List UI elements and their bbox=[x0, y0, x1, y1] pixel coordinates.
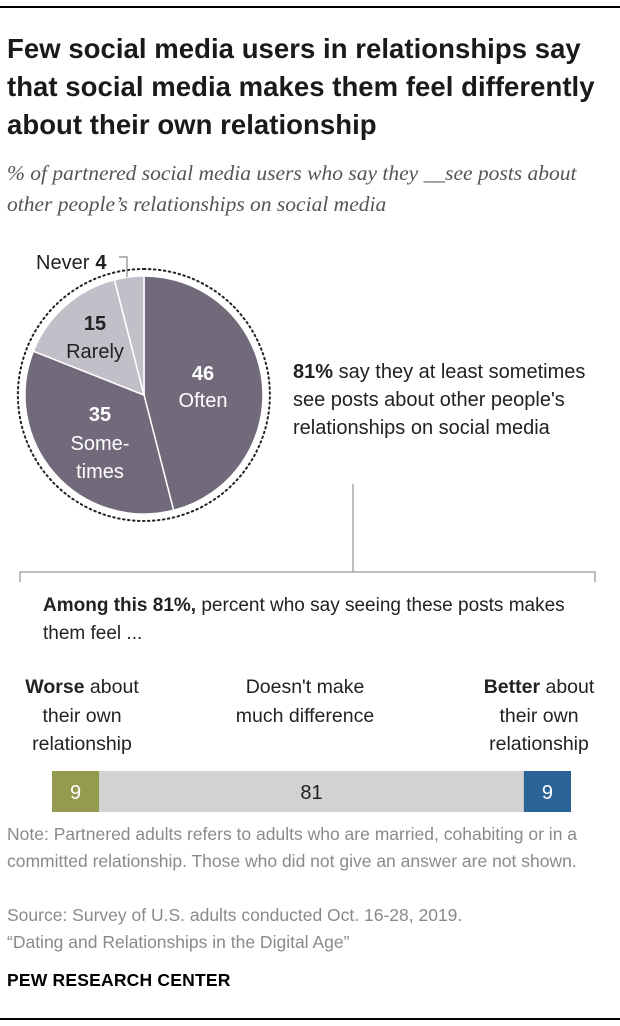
chart-svg: 46 Often 35 Some- times 15 Rarely Never 4… bbox=[16, 252, 596, 812]
slice-label-never: Never 4 bbox=[36, 252, 107, 274]
bar-label-nodiff: 81 bbox=[300, 782, 322, 804]
slice-label-sometimes-line2: times bbox=[76, 461, 124, 483]
bar-label-worse: 9 bbox=[70, 782, 81, 804]
pie-chart bbox=[24, 275, 264, 515]
bracket-bar bbox=[19, 571, 596, 582]
pie-slice-some-times bbox=[24, 350, 175, 515]
pie-slice-often bbox=[143, 275, 264, 512]
pie-slice-never bbox=[113, 275, 145, 396]
callout-bold: 81% bbox=[293, 361, 334, 383]
chart-subtitle: % of partnered social media users who sa… bbox=[7, 161, 577, 216]
among-rest: percent who say seeing these posts makes… bbox=[43, 595, 565, 644]
chart-title: Few social media users in relationships … bbox=[7, 33, 595, 140]
source-text: Source: Survey of U.S. adults conducted … bbox=[7, 902, 619, 955]
top-rule bbox=[0, 6, 620, 8]
category-worse-rest: about their own relationship bbox=[32, 676, 139, 755]
stacked-bar: 9 81 9 bbox=[52, 771, 571, 812]
category-worse-label: Worse about their own relationship bbox=[8, 673, 156, 759]
callout-rest: say they at least sometimes see posts ab… bbox=[293, 361, 586, 439]
slice-label-sometimes-line1: Some- bbox=[71, 433, 130, 455]
note-text: Note: Partnered adults refers to adults … bbox=[7, 824, 578, 871]
slice-label-rarely-value: 15 bbox=[84, 313, 106, 335]
bar-segment-better bbox=[523, 771, 571, 812]
sometimes-dotted-arc bbox=[16, 268, 271, 522]
bar-segment-nodiff bbox=[99, 771, 524, 812]
slice-label-rarely-name: Rarely bbox=[66, 341, 124, 363]
slice-label-sometimes-value: 35 bbox=[89, 404, 111, 426]
slice-label-never-name: Never bbox=[36, 252, 90, 274]
bottom-rule bbox=[0, 1018, 620, 1020]
category-better-rest: about their own relationship bbox=[489, 676, 595, 755]
source-line-1: Source: Survey of U.S. adults conducted … bbox=[7, 905, 463, 925]
pie-slice-rarely bbox=[32, 278, 146, 397]
among-bold: Among this 81%, bbox=[43, 595, 197, 616]
source-line-2: “Dating and Relationships in the Digital… bbox=[7, 931, 350, 952]
slice-label-often-value: 46 bbox=[192, 363, 214, 385]
callout-text: 81% say they at least sometimes see post… bbox=[293, 358, 613, 442]
slice-label-never-value: 4 bbox=[95, 252, 107, 274]
never-leader-line bbox=[119, 256, 128, 277]
among-text: Among this 81%, percent who say seeing t… bbox=[43, 592, 603, 648]
bar-label-better: 9 bbox=[542, 782, 553, 804]
category-worse-bold: Worse bbox=[25, 676, 85, 698]
bar-segment-worse bbox=[52, 771, 100, 812]
category-nodiff-label: Doesn't make much difference bbox=[235, 676, 375, 727]
brand-name: PEW RESEARCH CENTER bbox=[7, 970, 231, 990]
slice-label-often-name: Often bbox=[179, 390, 228, 412]
category-better-label: Better about their own relationship bbox=[466, 673, 612, 759]
category-better-bold: Better bbox=[483, 676, 541, 698]
